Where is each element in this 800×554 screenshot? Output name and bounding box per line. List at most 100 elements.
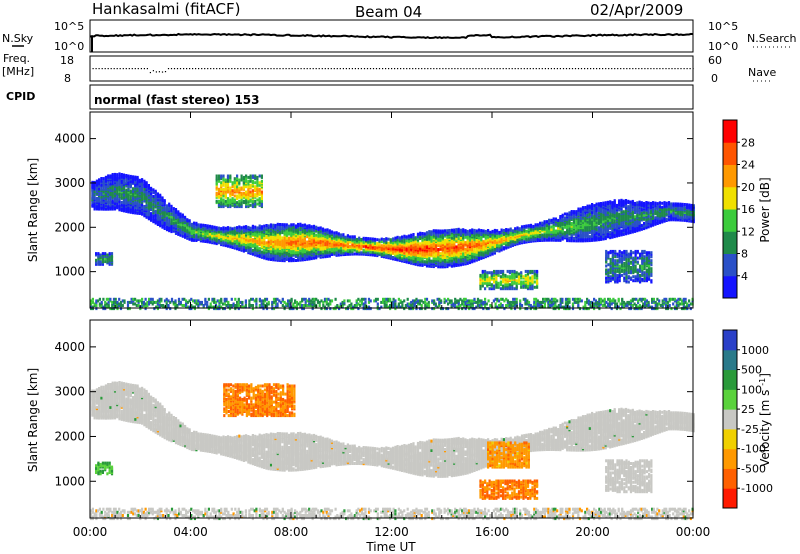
range-gate-cell	[315, 233, 318, 237]
range-gate-cell	[222, 226, 225, 230]
range-gate-cell	[446, 235, 449, 239]
range-gate-cell	[315, 225, 318, 229]
range-gate-cell	[303, 244, 306, 248]
freq-dot	[128, 68, 130, 70]
freq-dot	[107, 68, 109, 70]
freq-dot	[451, 68, 453, 70]
freq-dot	[333, 68, 335, 70]
range-gate-cell	[432, 229, 435, 233]
range-gate-cell	[104, 175, 107, 179]
range-gate-cell	[570, 215, 573, 219]
range-gate-cell	[425, 257, 429, 261]
freq-dot	[445, 68, 447, 70]
range-gate-cell	[502, 246, 505, 250]
range-gate-cell	[425, 245, 429, 249]
range-gate-cell	[229, 234, 232, 238]
range-gate-cell	[665, 204, 668, 208]
range-gate-cell	[204, 232, 207, 235]
range-gate-cell	[545, 220, 548, 224]
range-gate-cell	[199, 234, 202, 238]
range-gate-cell	[330, 253, 334, 256]
freq-dot	[481, 68, 483, 70]
range-gate-cell	[340, 233, 343, 237]
range-gate-cell	[444, 256, 447, 259]
range-gate-cell	[165, 225, 169, 229]
range-gate-cell	[163, 227, 166, 230]
range-gate-cell	[636, 213, 639, 217]
freq-dot	[590, 68, 592, 70]
freq-dot	[629, 68, 631, 70]
range-gate-cell	[679, 215, 682, 219]
range-gate-cell	[584, 214, 587, 217]
range-gate-cell	[274, 230, 277, 234]
range-gate-cell	[568, 231, 571, 235]
range-gate-cell	[269, 254, 273, 257]
range-gate-cell	[611, 201, 614, 205]
range-gate-cell	[258, 232, 261, 236]
range-gate-cell	[170, 204, 173, 208]
freq-dot	[152, 70, 154, 72]
freq-dot	[183, 68, 185, 70]
range-gate-cell	[242, 225, 245, 229]
range-gate-cell	[118, 192, 121, 196]
range-gate-cell	[299, 241, 302, 245]
range-gate-cell	[118, 200, 121, 204]
range-gate-cell	[487, 229, 490, 232]
range-gate-cell	[437, 234, 440, 238]
range-gate-cell	[550, 228, 553, 232]
range-gate-cell	[647, 217, 650, 221]
range-gate-cell	[274, 223, 277, 227]
freq-dot	[442, 68, 444, 70]
range-gate-cell	[154, 213, 157, 217]
freq-dot	[219, 68, 221, 70]
range-gate-cell	[575, 239, 578, 243]
freq-dot	[267, 68, 269, 70]
freq-dot	[201, 68, 203, 70]
range-gate-cell	[163, 205, 166, 209]
range-gate-cell	[258, 253, 261, 257]
freq-dots	[92, 68, 694, 74]
range-gate-cell	[299, 238, 302, 242]
range-gate-cell	[554, 229, 557, 233]
range-gate-cell	[181, 225, 184, 229]
range-gate-cell	[317, 233, 320, 237]
range-gate-cell	[674, 202, 677, 206]
freq-dot	[418, 68, 420, 70]
noise-sky-line	[89, 32, 694, 40]
range-gate-cell	[389, 238, 392, 242]
range-gate-cell	[204, 240, 207, 243]
range-gate-cell	[520, 228, 524, 231]
range-gate-cell	[670, 202, 673, 206]
range-gate-cell	[658, 201, 661, 205]
freq-dot	[327, 68, 329, 70]
range-gate-cell	[505, 238, 508, 242]
range-gate-cell	[267, 240, 270, 244]
range-gate-cell	[163, 203, 166, 207]
range-gate-cell	[588, 204, 591, 208]
range-gate-cell	[199, 223, 202, 227]
range-gate-cell	[511, 240, 514, 243]
range-gate-cell	[640, 215, 643, 219]
freq-dot	[342, 68, 344, 70]
range-gate-cell	[256, 249, 259, 252]
freq-dot	[204, 68, 206, 70]
range-gate-cell	[378, 242, 381, 246]
range-gate-cell	[179, 212, 182, 216]
range-gate-cell	[134, 208, 137, 212]
range-gate-cell	[435, 251, 438, 255]
range-gate-cell	[156, 192, 159, 196]
range-gate-cell	[231, 239, 234, 243]
range-gate-cell	[297, 228, 300, 232]
range-gate-cell	[267, 228, 270, 232]
range-gate-cell	[294, 251, 297, 254]
range-gate-cell	[337, 232, 340, 236]
range-gate-cell	[676, 202, 680, 206]
freq-dot	[258, 68, 260, 70]
range-gate-cell	[369, 253, 372, 257]
range-gate-cell	[288, 227, 291, 231]
range-gate-cell	[579, 207, 582, 211]
range-gate-cell	[378, 247, 381, 251]
range-gate-cell	[419, 231, 422, 235]
range-gate-cell	[631, 199, 634, 203]
range-gate-cell	[502, 235, 505, 239]
